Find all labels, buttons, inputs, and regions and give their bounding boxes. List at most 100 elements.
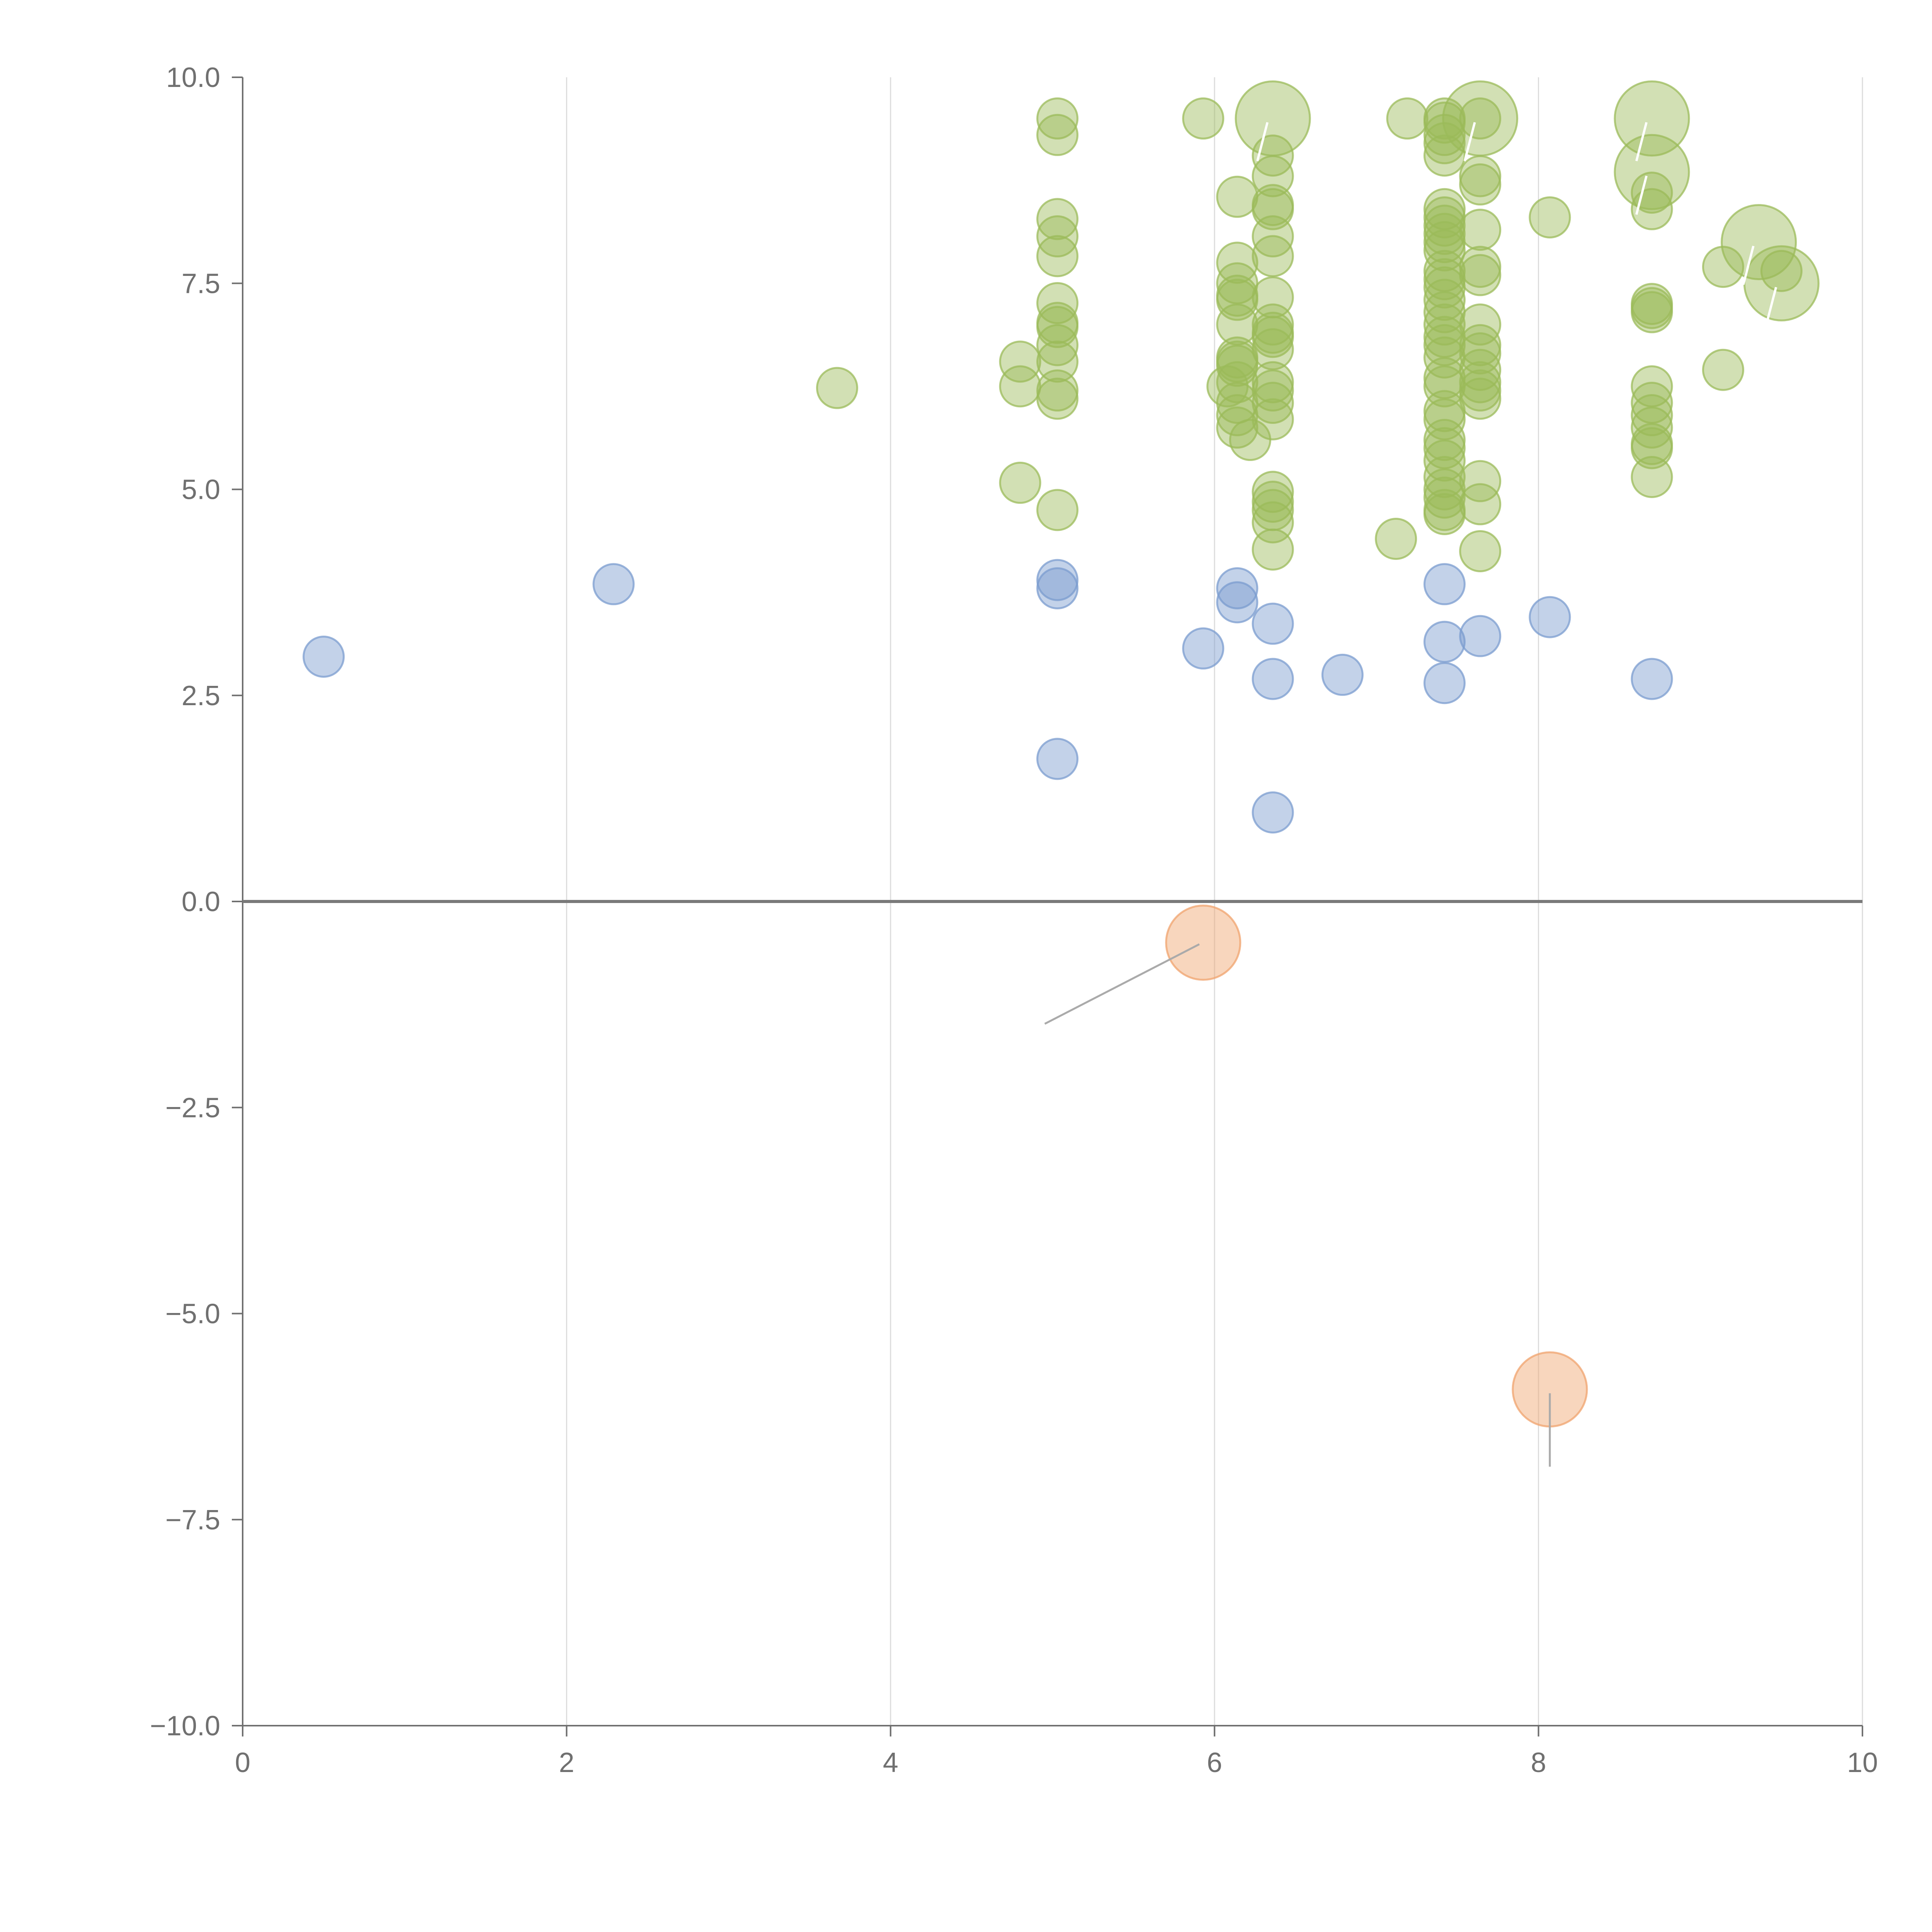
green-point (1386, 97, 1429, 140)
green-point (1216, 406, 1259, 449)
green-point (1459, 209, 1502, 251)
green-point (999, 365, 1041, 408)
y-tick-label: 0.0 (182, 886, 220, 917)
green-point (1036, 340, 1079, 383)
green-point (1631, 456, 1673, 498)
green-point (1036, 198, 1079, 240)
x-tick-label: 6 (1207, 1747, 1222, 1778)
leader-line-light (1256, 122, 1269, 162)
green-point (1252, 316, 1294, 358)
blue-point (303, 635, 345, 678)
green-point (1459, 483, 1502, 526)
green-point (1631, 172, 1673, 214)
blue-point (1252, 791, 1294, 834)
green-large-point (1743, 245, 1820, 321)
green-point (1252, 528, 1294, 571)
green-point (1206, 365, 1249, 408)
green-point (1036, 378, 1079, 420)
leader-line-light (1463, 122, 1476, 162)
blue-point (1423, 563, 1466, 605)
green-point (1216, 175, 1259, 218)
green-point (1459, 460, 1502, 502)
green-point (1631, 394, 1673, 437)
blue-point (1423, 621, 1466, 663)
green-point (1459, 254, 1502, 296)
green-point (1182, 97, 1225, 140)
y-tick-label: 10.0 (166, 62, 220, 93)
green-point (1036, 324, 1079, 366)
y-tick-label: 5.0 (182, 474, 220, 505)
green-point (1252, 328, 1294, 371)
green-point (1216, 345, 1259, 387)
green-point (1252, 382, 1294, 424)
blue-point (1321, 653, 1364, 696)
orange-large-point (1165, 905, 1242, 981)
tick-labels: −10.0 −7.5 −5.0 −2.5 0.0 2.5 5.0 7.5 10.0 0 2 4 6 8 10 (150, 62, 1878, 1778)
green-point (1423, 493, 1466, 535)
y-tick-label: −5.0 (165, 1299, 220, 1330)
green-point (1252, 471, 1294, 513)
y-tick-label: 2.5 (182, 680, 220, 711)
leader-line-light (1742, 245, 1755, 285)
blue-point (592, 563, 635, 605)
x-tick-label: 4 (883, 1747, 898, 1778)
green-point (1631, 291, 1673, 333)
green-large-point (1721, 204, 1797, 281)
green-point (1423, 122, 1466, 165)
green-point (1459, 332, 1502, 375)
blue-point (1216, 581, 1259, 624)
green-point (1459, 378, 1502, 420)
green-point (1375, 517, 1417, 560)
y-tick-label: −2.5 (165, 1092, 220, 1123)
green-point (1423, 324, 1466, 366)
green-point (999, 340, 1041, 383)
green-point (1252, 398, 1294, 440)
green-point (1036, 114, 1079, 156)
y-tick-label: −7.5 (165, 1505, 220, 1536)
green-point (1423, 476, 1466, 519)
green-large-point (1442, 80, 1519, 157)
green-point (1631, 382, 1673, 424)
green-point (999, 461, 1041, 504)
blue-point (1252, 602, 1294, 645)
blue-point (1459, 615, 1502, 657)
blue-point (1631, 658, 1673, 700)
annotation-leaders (1044, 122, 1777, 1467)
green-point (1423, 279, 1466, 321)
green-point (1702, 349, 1744, 391)
green-large-point (1614, 80, 1690, 157)
blue-point (1036, 567, 1079, 609)
blue-point (1529, 596, 1571, 638)
leader-line-light (1635, 175, 1648, 215)
blue-point (1252, 658, 1294, 700)
leader-line (1044, 943, 1200, 1025)
green-point (1459, 97, 1502, 140)
axes (232, 77, 1863, 1736)
green-point (1631, 365, 1673, 408)
green-point (1459, 163, 1502, 206)
leader-line-light (1765, 287, 1777, 327)
blue-point (1182, 627, 1225, 670)
data-points (303, 80, 1820, 1428)
green-large-point (1614, 134, 1690, 210)
green-point (1423, 439, 1466, 482)
x-tick-label: 2 (559, 1747, 574, 1778)
green-point (1036, 235, 1079, 277)
green-point (1631, 427, 1673, 469)
green-point (1529, 196, 1571, 239)
green-point (1252, 369, 1294, 412)
x-tick-label: 8 (1531, 1747, 1546, 1778)
x-tick-label: 10 (1847, 1747, 1878, 1778)
x-tick-label: 0 (235, 1747, 250, 1778)
green-point (1036, 306, 1079, 348)
leader-line-light (1635, 122, 1648, 162)
green-large-point (1235, 80, 1311, 157)
green-point (1702, 246, 1744, 288)
y-tick-label: 7.5 (182, 268, 220, 299)
y-tick-label: −10.0 (150, 1711, 220, 1742)
green-point (1036, 489, 1079, 531)
green-point (1459, 530, 1502, 572)
blue-point (1423, 662, 1466, 704)
blue-point (1036, 738, 1079, 780)
